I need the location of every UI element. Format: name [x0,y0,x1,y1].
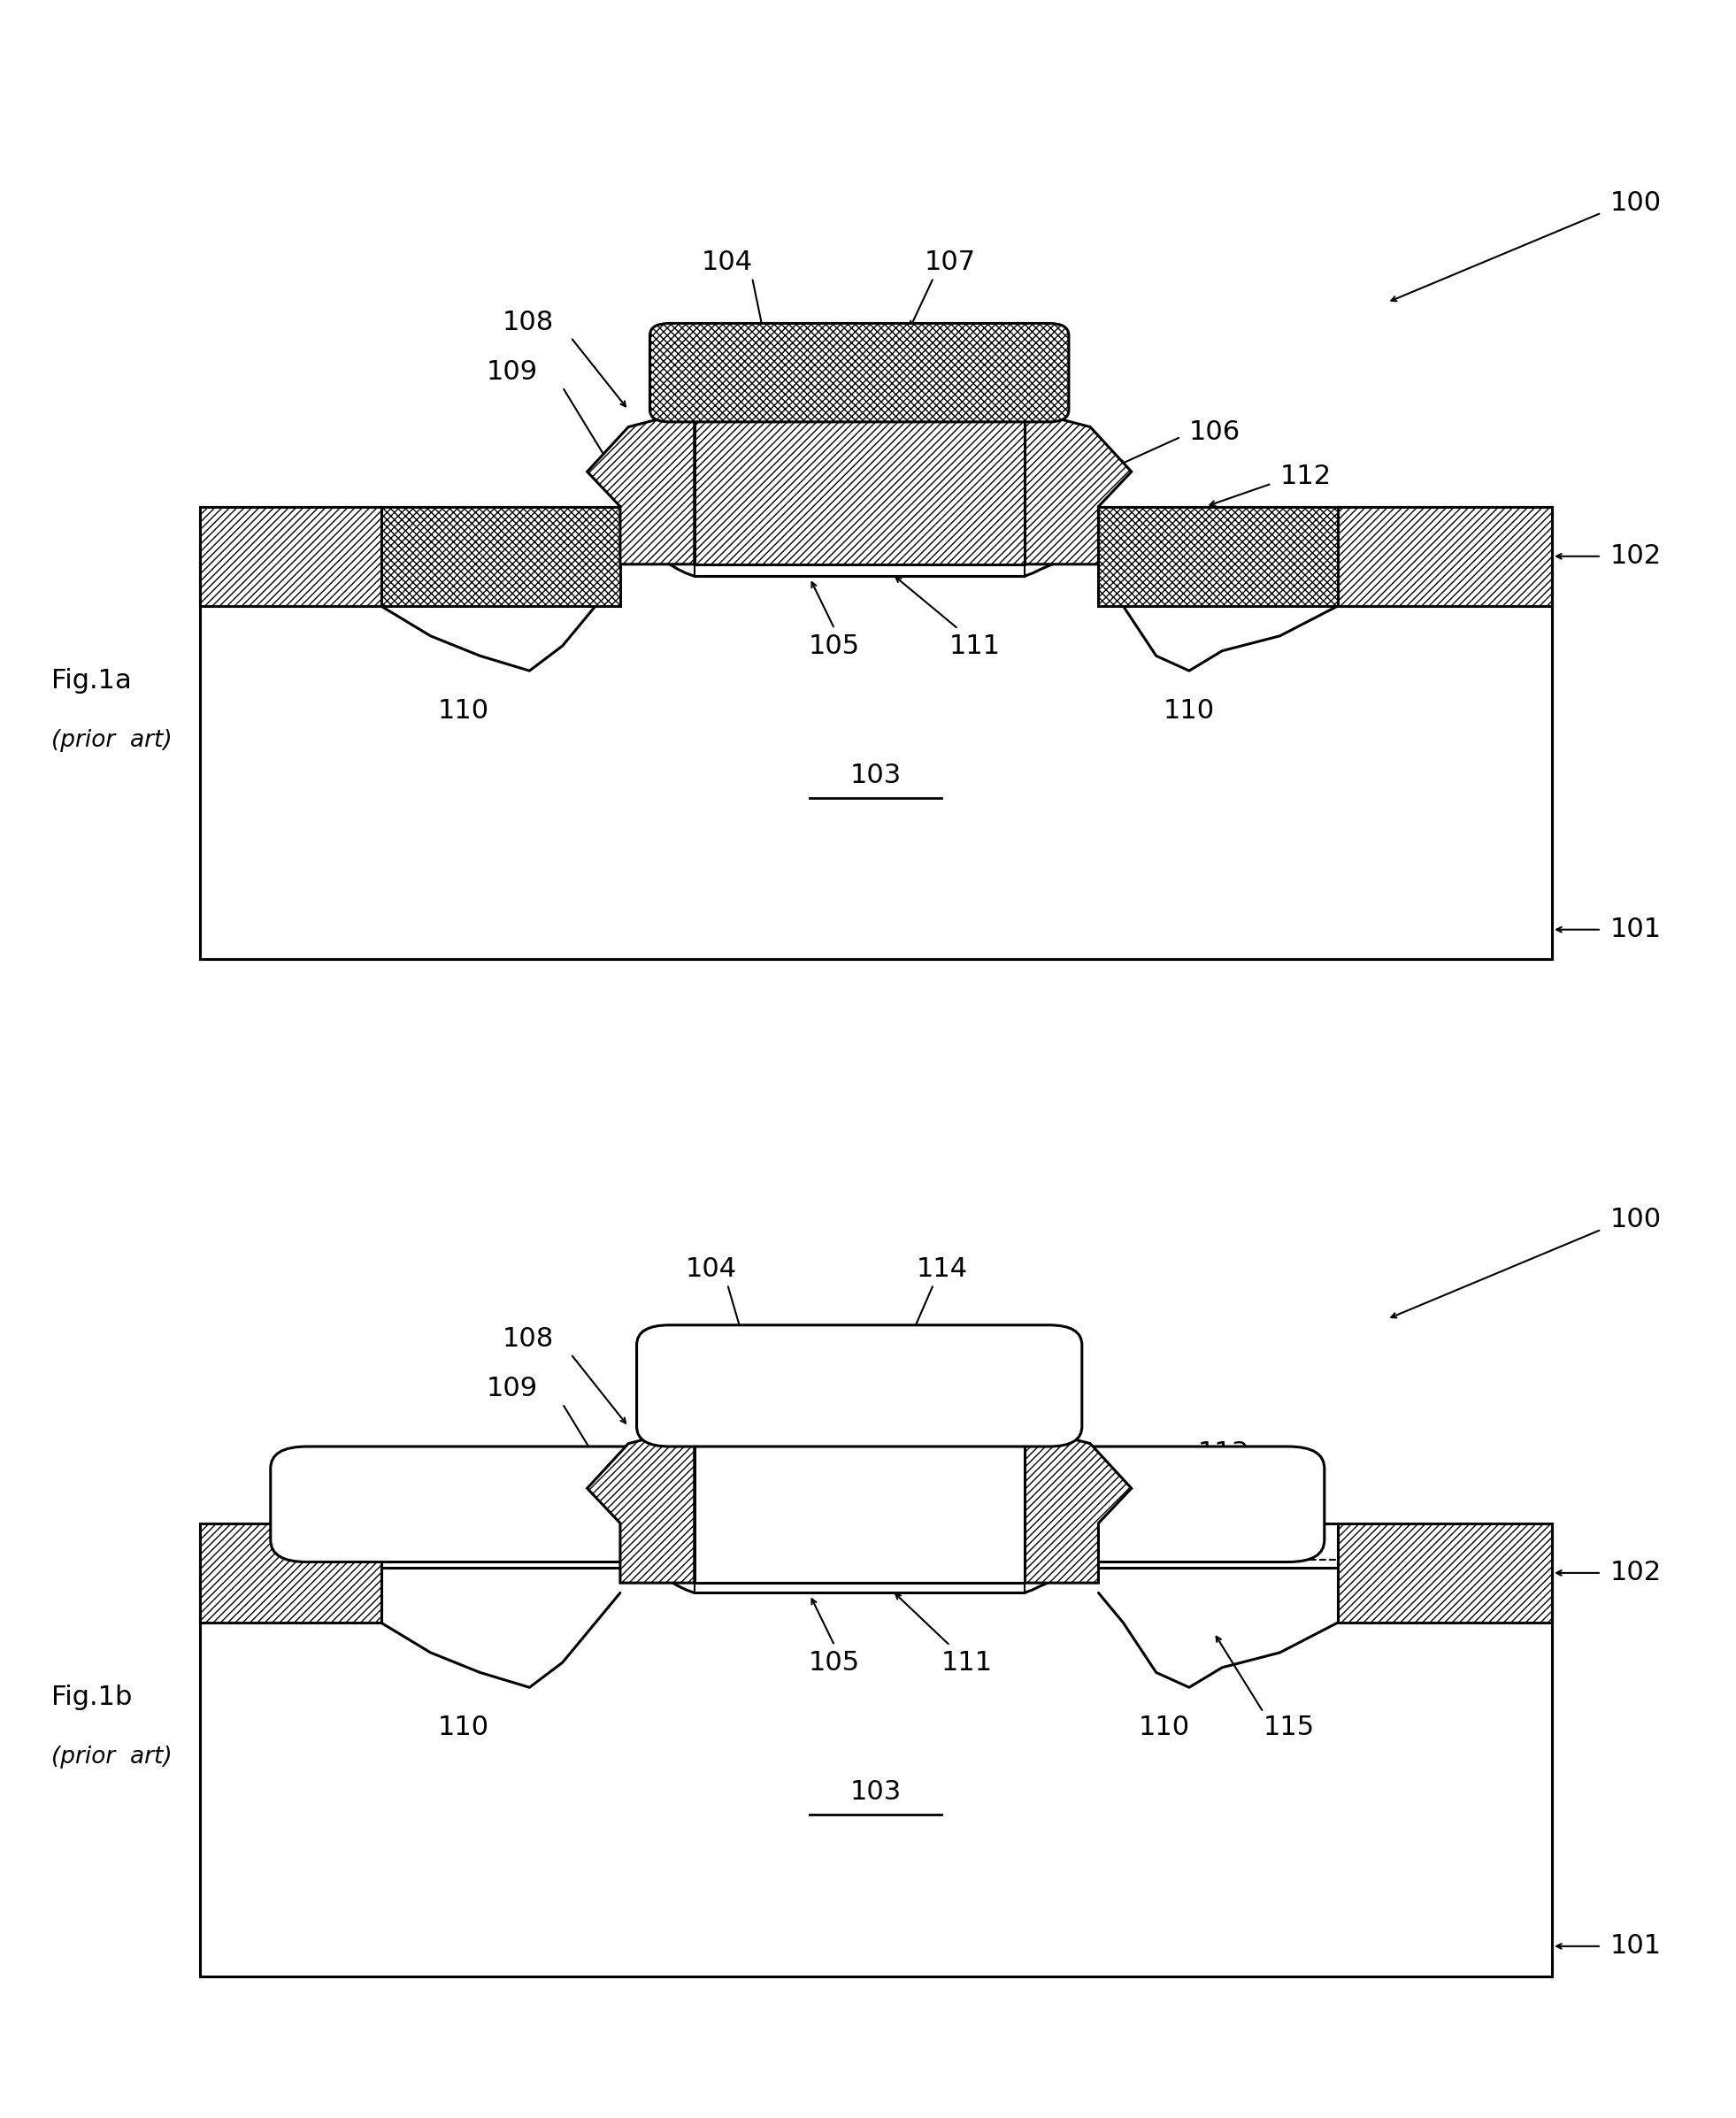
Text: 114: 114 [917,1256,967,1281]
Text: 110: 110 [437,697,490,724]
Text: (prior  art): (prior art) [52,729,172,752]
Text: 107: 107 [924,250,976,275]
PathPatch shape [1024,1428,1132,1582]
Text: 100: 100 [1609,1207,1661,1233]
Bar [694,411,1024,563]
PathPatch shape [1099,506,1338,606]
Text: 105: 105 [809,633,861,659]
Text: 102: 102 [1609,544,1661,570]
PathPatch shape [587,1428,694,1582]
Text: 105: 105 [809,1650,861,1675]
Bar [694,1582,1024,1593]
Text: 109: 109 [486,360,538,385]
Bar [200,1523,382,1622]
Bar [200,1567,1552,1976]
FancyBboxPatch shape [637,1326,1082,1447]
Bar [1338,1523,1552,1622]
Text: 111: 111 [941,1650,993,1675]
Text: 110: 110 [1139,1713,1191,1741]
Text: 109: 109 [486,1377,538,1402]
Text: 115: 115 [1264,1713,1314,1741]
Text: 108: 108 [503,309,554,335]
Bar [200,506,382,606]
Text: 101: 101 [1609,1934,1661,1959]
Text: 110: 110 [437,1713,490,1741]
Text: 104: 104 [701,250,753,275]
FancyBboxPatch shape [1038,1447,1325,1561]
Text: 103: 103 [851,1779,901,1805]
Text: Fig.1b: Fig.1b [52,1684,132,1709]
FancyBboxPatch shape [649,324,1069,421]
Text: 103: 103 [851,762,901,788]
PathPatch shape [382,506,620,606]
Text: 100: 100 [1609,191,1661,216]
Text: 112: 112 [1279,464,1332,489]
PathPatch shape [1024,411,1132,563]
Bar [1338,506,1552,606]
Text: 111: 111 [950,633,1000,659]
PathPatch shape [587,411,694,563]
Text: 113: 113 [1198,1440,1248,1466]
Text: 110: 110 [1163,697,1215,724]
Bar [694,563,1024,576]
Bar [200,551,1552,959]
FancyBboxPatch shape [271,1447,698,1561]
Text: 108: 108 [503,1326,554,1351]
Text: (prior  art): (prior art) [52,1745,172,1769]
Text: 101: 101 [1609,917,1661,943]
Text: 102: 102 [1609,1561,1661,1586]
Text: 106: 106 [1189,419,1241,445]
Text: Fig.1a: Fig.1a [52,667,132,693]
Text: 104: 104 [686,1256,736,1281]
Bar [694,1428,1024,1582]
